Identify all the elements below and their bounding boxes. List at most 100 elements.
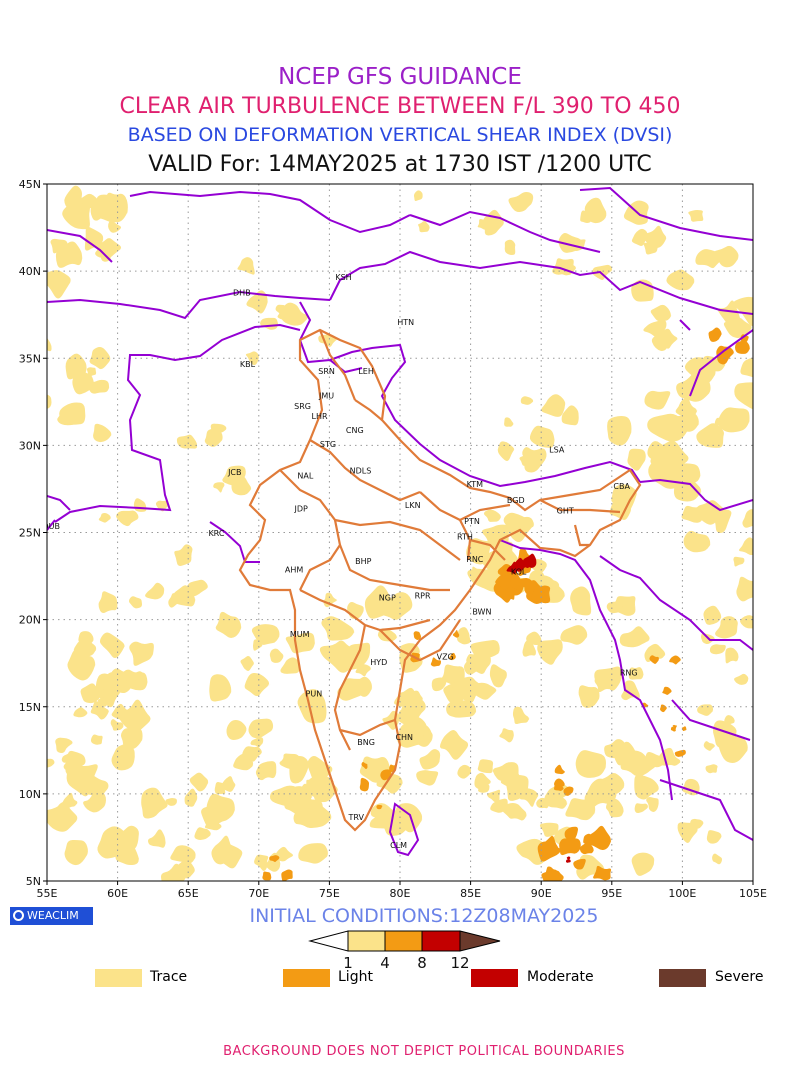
trace-area bbox=[132, 671, 145, 682]
station-label-vzg: VZG bbox=[437, 653, 454, 662]
trace-area bbox=[456, 627, 471, 645]
station-label-srn: SRN bbox=[318, 367, 335, 376]
lon-tick-label: 55E bbox=[37, 887, 58, 900]
trace-area bbox=[677, 822, 699, 843]
light-area bbox=[376, 804, 383, 810]
light-area bbox=[660, 704, 668, 713]
trace-area bbox=[561, 405, 579, 426]
trace-area bbox=[705, 764, 718, 774]
light-area bbox=[579, 842, 594, 855]
station-label-rth: RTH bbox=[457, 532, 473, 541]
station-label-kbl: KBL bbox=[240, 360, 256, 369]
trace-area bbox=[717, 300, 741, 331]
trace-area bbox=[733, 296, 753, 327]
trace-area bbox=[254, 854, 269, 871]
trace-area bbox=[189, 772, 209, 792]
footer-disclaimer: BACKGROUND DOES NOT DEPICT POLITICAL BOU… bbox=[223, 1044, 625, 1059]
trace-area bbox=[184, 788, 198, 807]
trace-area bbox=[522, 639, 537, 657]
trace-area bbox=[57, 814, 69, 825]
light-area bbox=[593, 865, 612, 881]
trace-area bbox=[211, 835, 233, 865]
lat-tick-label: 35N bbox=[19, 352, 41, 365]
colorbar-label-12: 12 bbox=[450, 954, 469, 972]
legend-swatch-moderate bbox=[471, 969, 518, 987]
trace-area bbox=[120, 728, 144, 750]
station-label-ptn: PTN bbox=[464, 517, 480, 526]
station-label-stg: STG bbox=[320, 440, 336, 449]
trace-area bbox=[280, 657, 301, 674]
station-label-lkn: LKN bbox=[405, 501, 421, 510]
station-label-bwn: BWN bbox=[472, 607, 491, 616]
trace-area bbox=[255, 761, 277, 781]
station-label-krc: KRC bbox=[208, 529, 224, 538]
trace-area bbox=[116, 699, 153, 732]
trace-area bbox=[446, 699, 477, 718]
trace-area bbox=[628, 667, 644, 680]
lon-tick-label: 105E bbox=[739, 887, 767, 900]
lat-tick-label: 45N bbox=[19, 178, 41, 191]
light-area bbox=[670, 726, 677, 732]
trace-area bbox=[634, 803, 649, 814]
colorbar-label-4: 4 bbox=[380, 954, 390, 972]
trace-area bbox=[634, 774, 661, 800]
moderate-area bbox=[506, 561, 519, 575]
trace-area bbox=[298, 843, 330, 864]
trace-area bbox=[431, 677, 447, 692]
trace-area bbox=[696, 423, 724, 448]
station-label-rnc: RNC bbox=[466, 555, 484, 564]
trace-area bbox=[111, 744, 135, 771]
station-label-rpr: RPR bbox=[415, 592, 431, 601]
station-label-clm: CLM bbox=[390, 841, 407, 850]
station-label-jmu: JMU bbox=[318, 391, 334, 400]
station-label-jdp: JDP bbox=[293, 505, 308, 514]
legend-label-moderate: Moderate bbox=[527, 969, 594, 985]
station-label-rng: RNG bbox=[620, 668, 638, 677]
trace-area bbox=[631, 852, 655, 876]
trace-area bbox=[536, 797, 551, 809]
light-area bbox=[361, 761, 368, 769]
trace-area bbox=[477, 218, 491, 230]
trace-area bbox=[715, 616, 738, 639]
trace-area bbox=[499, 728, 514, 743]
title-product: CLEAR AIR TURBULENCE BETWEEN F/L 390 TO … bbox=[119, 94, 681, 119]
trace-area bbox=[62, 201, 91, 230]
colorbar-moderate bbox=[421, 930, 461, 952]
trace-area bbox=[439, 730, 471, 760]
trace-area bbox=[706, 830, 722, 844]
station-label-chn: CHN bbox=[395, 733, 413, 742]
legend-swatch-light bbox=[283, 969, 330, 987]
trace-area bbox=[578, 685, 601, 708]
trace-area bbox=[709, 644, 726, 655]
trace-area bbox=[570, 586, 592, 616]
station-label-jcb: JCB bbox=[227, 468, 241, 477]
trace-area bbox=[47, 758, 56, 768]
trace-area bbox=[474, 772, 493, 790]
trace-area bbox=[575, 750, 607, 778]
trace-area bbox=[86, 367, 97, 377]
trace-area bbox=[713, 245, 740, 268]
light-area bbox=[735, 340, 751, 354]
trace-area bbox=[594, 666, 623, 691]
trace-area bbox=[65, 767, 93, 787]
light-area bbox=[662, 686, 673, 695]
trace-area bbox=[650, 304, 672, 322]
moderate-turbulence-areas bbox=[506, 553, 571, 863]
trace-area bbox=[221, 776, 236, 792]
station-label-bgd: BGD bbox=[507, 496, 525, 505]
trace-area bbox=[604, 739, 625, 759]
trace-area bbox=[519, 788, 540, 807]
trace-area bbox=[170, 845, 197, 864]
trace-area bbox=[541, 394, 566, 417]
lon-tick-label: 95E bbox=[601, 887, 622, 900]
trace-area bbox=[174, 544, 193, 567]
trace-area bbox=[204, 428, 224, 447]
trace-area bbox=[285, 632, 316, 654]
trace-area bbox=[248, 718, 274, 739]
lat-tick-label: 40N bbox=[19, 265, 41, 278]
legend-swatch-trace bbox=[95, 969, 142, 987]
trace-area bbox=[484, 546, 518, 571]
international-boundaries bbox=[47, 186, 753, 857]
light-area bbox=[449, 652, 456, 661]
lon-tick-label: 60E bbox=[107, 887, 128, 900]
